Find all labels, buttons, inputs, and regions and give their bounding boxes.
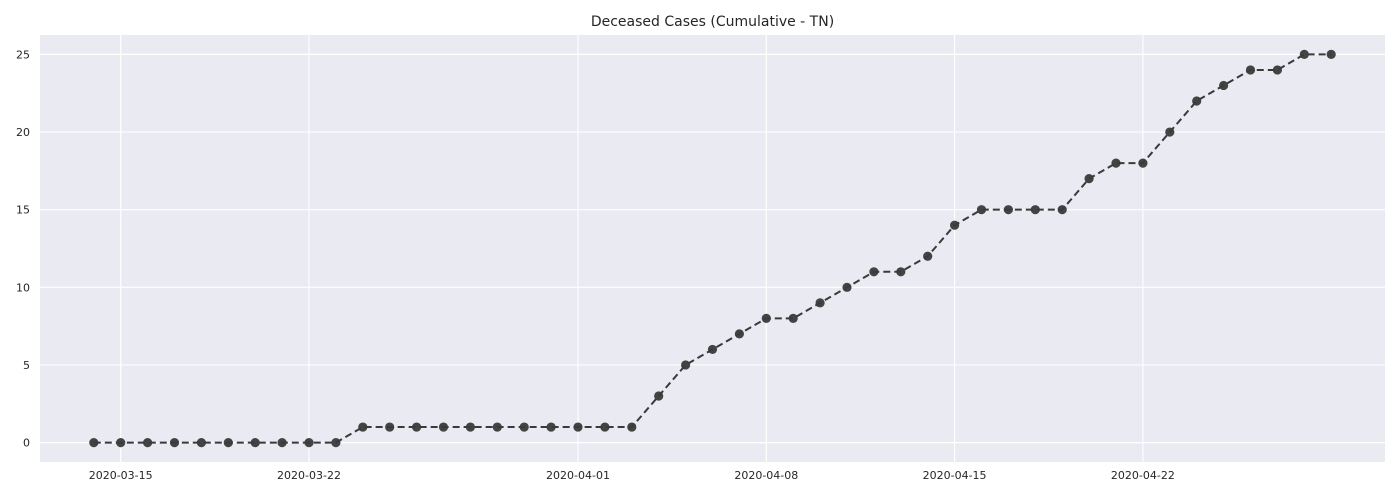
- grid: [40, 35, 1385, 462]
- x-tick-label: 2020-04-08: [734, 469, 798, 482]
- data-point: [358, 422, 368, 432]
- data-point: [842, 282, 852, 292]
- chart-title: Deceased Cases (Cumulative - TN): [591, 14, 834, 30]
- data-point: [707, 344, 718, 355]
- x-tick-label: 2020-03-15: [89, 469, 153, 482]
- data-point: [627, 422, 637, 432]
- data-point: [600, 422, 610, 432]
- data-point: [519, 422, 529, 432]
- data-point: [304, 437, 314, 448]
- data-point: [465, 422, 475, 432]
- data-point: [331, 437, 341, 448]
- data-point: [869, 267, 879, 277]
- y-tick-label: 15: [16, 204, 30, 217]
- data-point: [116, 437, 126, 448]
- data-point: [277, 437, 287, 448]
- data-point: [896, 267, 906, 277]
- y-tick-label: 20: [16, 126, 30, 139]
- data-point: [1003, 205, 1014, 215]
- data-point: [1165, 127, 1175, 137]
- x-tick-label: 2020-04-15: [923, 469, 987, 482]
- data-point: [923, 251, 933, 261]
- data-point: [196, 437, 206, 448]
- y-tick-label: 10: [16, 281, 30, 294]
- data-point: [169, 437, 180, 448]
- data-point: [223, 437, 233, 448]
- x-tick-label: 2020-03-22: [277, 469, 341, 482]
- data-point: [1057, 205, 1067, 215]
- plot-background: [40, 35, 1385, 462]
- data-point: [412, 422, 422, 432]
- x-tick-label: 2020-04-22: [1111, 469, 1175, 482]
- data-point: [1030, 205, 1040, 215]
- series-points: [89, 49, 1336, 448]
- data-point: [1084, 174, 1094, 184]
- data-point: [654, 391, 664, 401]
- data-point: [734, 329, 745, 339]
- x-tick-label: 2020-04-01: [546, 469, 610, 482]
- data-point: [546, 422, 556, 432]
- tick-labels: 0 5 10 15 20 25 2020-03-15 2020-03-22 2020-04-01…: [16, 48, 1175, 482]
- data-point: [976, 205, 987, 215]
- data-point: [1192, 96, 1202, 106]
- data-point: [1138, 158, 1148, 168]
- data-point: [815, 298, 825, 308]
- data-point: [143, 437, 153, 448]
- data-point: [438, 422, 449, 432]
- y-tick-label: 25: [16, 48, 30, 61]
- data-point: [385, 422, 395, 432]
- data-point: [1219, 80, 1229, 91]
- data-point: [1299, 49, 1309, 60]
- data-point: [250, 437, 260, 448]
- data-point: [950, 220, 960, 230]
- data-point: [1111, 158, 1121, 168]
- y-tick-label: 0: [23, 437, 30, 450]
- data-point: [788, 313, 798, 323]
- data-point: [1326, 49, 1336, 60]
- data-point: [1272, 65, 1282, 75]
- data-point: [761, 313, 771, 323]
- data-point: [681, 360, 691, 370]
- data-point: [1245, 65, 1256, 75]
- data-point: [89, 437, 99, 448]
- y-tick-label: 5: [23, 359, 30, 372]
- data-point: [573, 422, 583, 432]
- data-point: [492, 422, 502, 432]
